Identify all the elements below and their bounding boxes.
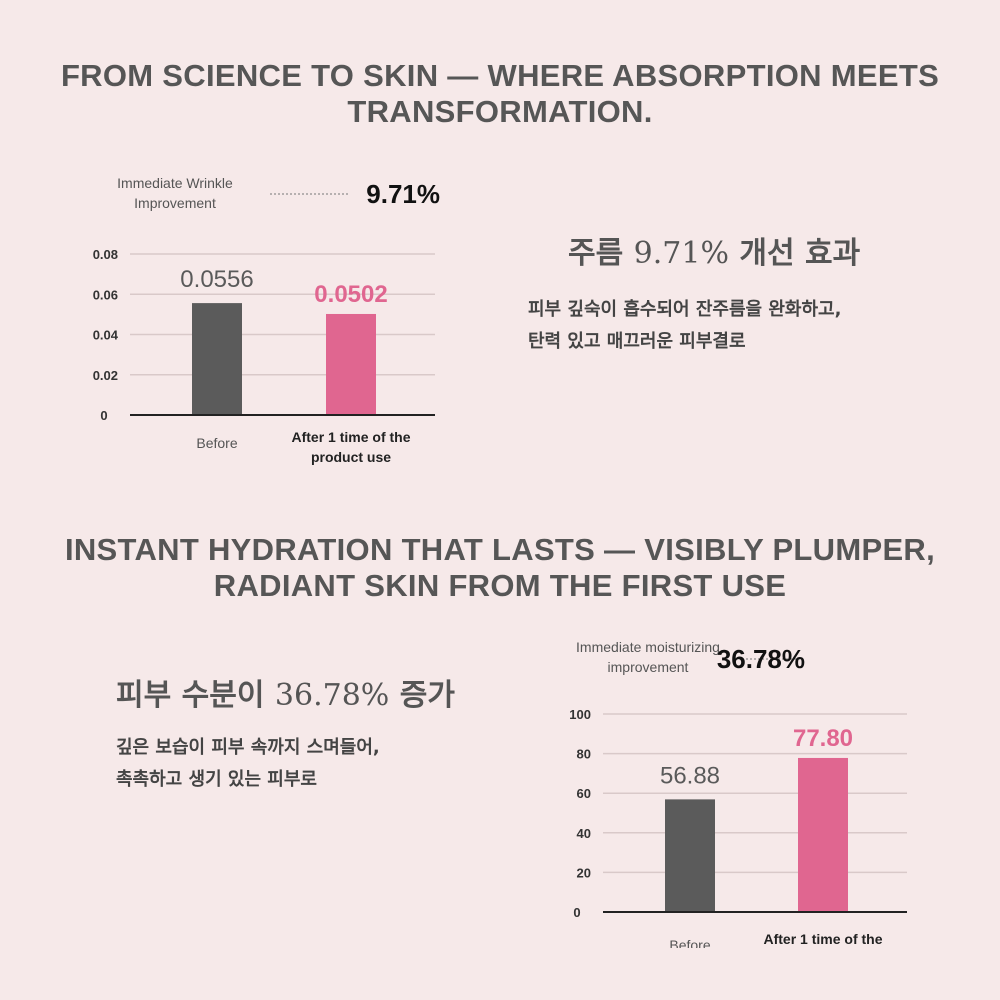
metric-label-line: Immediate Wrinkle <box>117 175 233 191</box>
metric-value: 36.78% <box>717 644 805 674</box>
section2-title: 피부 수분이 36.78% 증가 <box>116 670 455 714</box>
y-tick-label: 40 <box>577 826 591 841</box>
headline-1: FROM SCIENCE TO SKIN — WHERE ABSORPTION … <box>0 58 1000 130</box>
moisture-chart: Immediate moisturizing improvement 36.78% 0… <box>569 639 907 948</box>
body-line: 촉촉하고 생기 있는 피부로 <box>116 769 317 790</box>
headline-2: INSTANT HYDRATION THAT LASTS — VISIBLY P… <box>0 532 1000 604</box>
data-label: 0.0502 <box>314 281 387 308</box>
y-tick-label: 20 <box>577 865 591 880</box>
wrinkle-chart: Immediate Wrinkle Improvement 9.71% 0 0.02 0.… <box>93 175 440 465</box>
headline-1-line: FROM SCIENCE TO SKIN — WHERE ABSORPTION … <box>60 58 940 93</box>
metric-value: 9.71% <box>366 179 440 209</box>
y-tick-label: 0 <box>100 408 107 423</box>
section1-body: 피부 깊숙이 흡수되어 잔주름을 완화하고, 탄력 있고 매끄러운 피부결로 <box>528 294 841 358</box>
data-label: 77.80 <box>793 725 853 752</box>
data-label: 56.88 <box>660 762 720 789</box>
x-category-label: product use <box>311 449 391 465</box>
bar-after <box>798 757 848 912</box>
title-text: 주름 <box>568 236 634 271</box>
section2-body: 깊은 보습이 피부 속까지 스며들어, 촉촉하고 생기 있는 피부로 <box>116 732 380 796</box>
y-tick-label: 0.06 <box>93 287 118 302</box>
bar-before <box>665 799 715 912</box>
y-tick-label: 0.02 <box>93 368 118 383</box>
headline-2-line: INSTANT HYDRATION THAT LASTS — VISIBLY P… <box>64 532 936 567</box>
headline-2-line: RADIANT SKIN FROM THE FIRST USE <box>213 568 787 603</box>
bar-after <box>326 313 376 415</box>
title-text: 증가 <box>389 678 455 713</box>
x-category-label: After 1 time of the <box>763 931 882 947</box>
y-tick-label: 0.08 <box>93 247 118 262</box>
title-text: 피부 수분이 <box>116 678 275 713</box>
y-tick-label: 0 <box>573 905 580 920</box>
metric-label-line: Improvement <box>134 195 216 211</box>
title-number: 36.78% <box>274 678 390 713</box>
headline-1-line: TRANSFORMATION. <box>347 94 653 129</box>
y-tick-label: 100 <box>569 707 591 722</box>
data-label: 0.0556 <box>180 266 253 293</box>
y-tick-label: 0.04 <box>93 328 119 343</box>
bar-before <box>192 303 242 415</box>
y-tick-label: 80 <box>577 747 591 762</box>
metric-label-line: improvement <box>608 659 689 675</box>
x-category-label: Before <box>669 937 710 948</box>
body-line: 피부 깊숙이 흡수되어 잔주름을 완화하고, <box>528 299 842 320</box>
x-category-label: Before <box>196 435 237 451</box>
metric-label: Immediate moisturizing improvement <box>576 639 720 675</box>
metric-label: Immediate Wrinkle Improvement <box>117 175 233 211</box>
section1-title: 주름 9.71% 개선 효과 <box>568 228 860 272</box>
title-number: 9.71% <box>633 236 729 271</box>
body-line: 깊은 보습이 피부 속까지 스며들어, <box>116 737 380 758</box>
body-line: 탄력 있고 매끄러운 피부결로 <box>528 331 746 352</box>
metric-label-line: Immediate moisturizing <box>576 639 720 655</box>
x-category-label: After 1 time of the <box>291 429 410 445</box>
y-tick-label: 60 <box>577 786 591 801</box>
title-text: 개선 효과 <box>728 236 861 271</box>
